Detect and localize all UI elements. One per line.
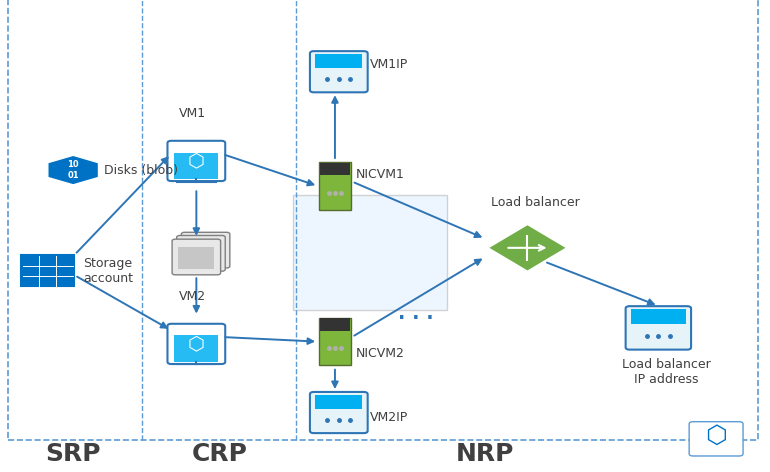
Text: VM2IP: VM2IP xyxy=(370,411,408,423)
FancyBboxPatch shape xyxy=(316,54,362,68)
Text: ⬡: ⬡ xyxy=(188,152,205,171)
Text: NRP: NRP xyxy=(456,442,514,466)
Polygon shape xyxy=(48,155,99,185)
Text: CRP: CRP xyxy=(192,442,247,466)
FancyBboxPatch shape xyxy=(174,336,219,362)
FancyBboxPatch shape xyxy=(319,162,351,210)
FancyBboxPatch shape xyxy=(178,247,214,269)
Text: VM2: VM2 xyxy=(179,290,206,303)
Text: NICVM1: NICVM1 xyxy=(356,168,404,181)
Polygon shape xyxy=(487,224,567,271)
Text: · · ·: · · · xyxy=(398,309,434,328)
FancyBboxPatch shape xyxy=(174,152,219,178)
Text: NICVM2: NICVM2 xyxy=(356,346,404,360)
FancyBboxPatch shape xyxy=(21,255,74,287)
FancyBboxPatch shape xyxy=(182,232,229,268)
FancyBboxPatch shape xyxy=(168,141,225,181)
Text: VM1IP: VM1IP xyxy=(370,59,408,71)
Text: Load balancer: Load balancer xyxy=(490,196,580,209)
FancyBboxPatch shape xyxy=(310,51,368,93)
FancyBboxPatch shape xyxy=(310,392,368,433)
Text: Load balancer
IP address: Load balancer IP address xyxy=(621,358,711,386)
FancyBboxPatch shape xyxy=(689,421,743,456)
Text: Storage
account: Storage account xyxy=(83,257,133,285)
FancyBboxPatch shape xyxy=(320,163,350,175)
Text: SRP: SRP xyxy=(45,442,101,466)
FancyBboxPatch shape xyxy=(168,324,225,364)
FancyBboxPatch shape xyxy=(320,318,350,331)
FancyBboxPatch shape xyxy=(319,318,351,365)
FancyBboxPatch shape xyxy=(293,195,447,310)
Text: 10
01: 10 01 xyxy=(67,160,79,180)
Text: Disks (blob): Disks (blob) xyxy=(104,164,178,177)
FancyBboxPatch shape xyxy=(631,309,685,324)
FancyBboxPatch shape xyxy=(625,306,691,350)
FancyBboxPatch shape xyxy=(316,395,362,409)
FancyBboxPatch shape xyxy=(172,239,220,275)
Text: ⬡: ⬡ xyxy=(705,423,727,447)
Text: ⬡: ⬡ xyxy=(188,335,205,354)
FancyBboxPatch shape xyxy=(183,244,219,265)
FancyBboxPatch shape xyxy=(188,241,224,262)
FancyBboxPatch shape xyxy=(177,236,225,271)
Text: VM1: VM1 xyxy=(179,107,206,120)
